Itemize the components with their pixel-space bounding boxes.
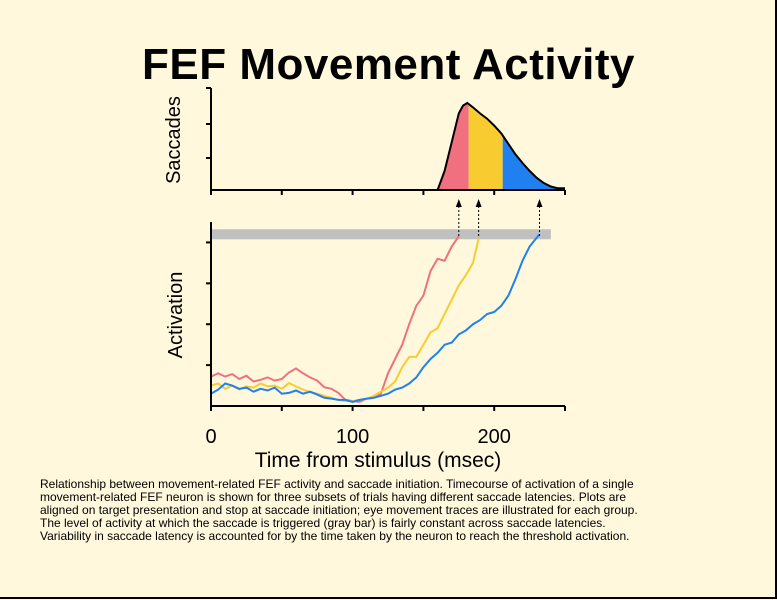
activation-trace-medium xyxy=(210,238,480,403)
y-axis-label: Activation xyxy=(165,272,187,359)
saccade-distribution-outline xyxy=(436,101,565,191)
slide-title: FEF Movement Activity xyxy=(142,40,635,89)
caption-line: Variability in saccade latency is accoun… xyxy=(40,529,630,543)
threshold-arrow-head xyxy=(536,199,543,207)
caption-line: movement-related FEF neuron is shown for… xyxy=(40,490,627,504)
x-tick-label: 200 xyxy=(478,426,511,448)
y-axis-label: Saccades xyxy=(163,96,185,184)
threshold-bar xyxy=(211,229,551,240)
caption-line: aligned on target presentation and stop … xyxy=(40,503,638,517)
caption-line: Relationship between movement-related FE… xyxy=(40,477,634,491)
threshold-arrow-head xyxy=(455,199,462,207)
threshold-arrow-head xyxy=(475,199,482,207)
x-axis-label: Time from stimulus (msec) xyxy=(255,449,502,472)
activation-trace-fast xyxy=(210,235,460,403)
caption-line: The level of activity at which the sacca… xyxy=(40,516,606,530)
latency-band-medium xyxy=(468,104,503,190)
figure-caption: Relationship between movement-related FE… xyxy=(40,478,740,543)
latency-band-slow xyxy=(502,135,565,190)
activation-trace-slow xyxy=(210,233,541,403)
x-tick-label: 0 xyxy=(205,426,216,448)
x-tick-label: 100 xyxy=(336,426,369,448)
saccade-distribution-panel: Saccades xyxy=(163,87,566,195)
